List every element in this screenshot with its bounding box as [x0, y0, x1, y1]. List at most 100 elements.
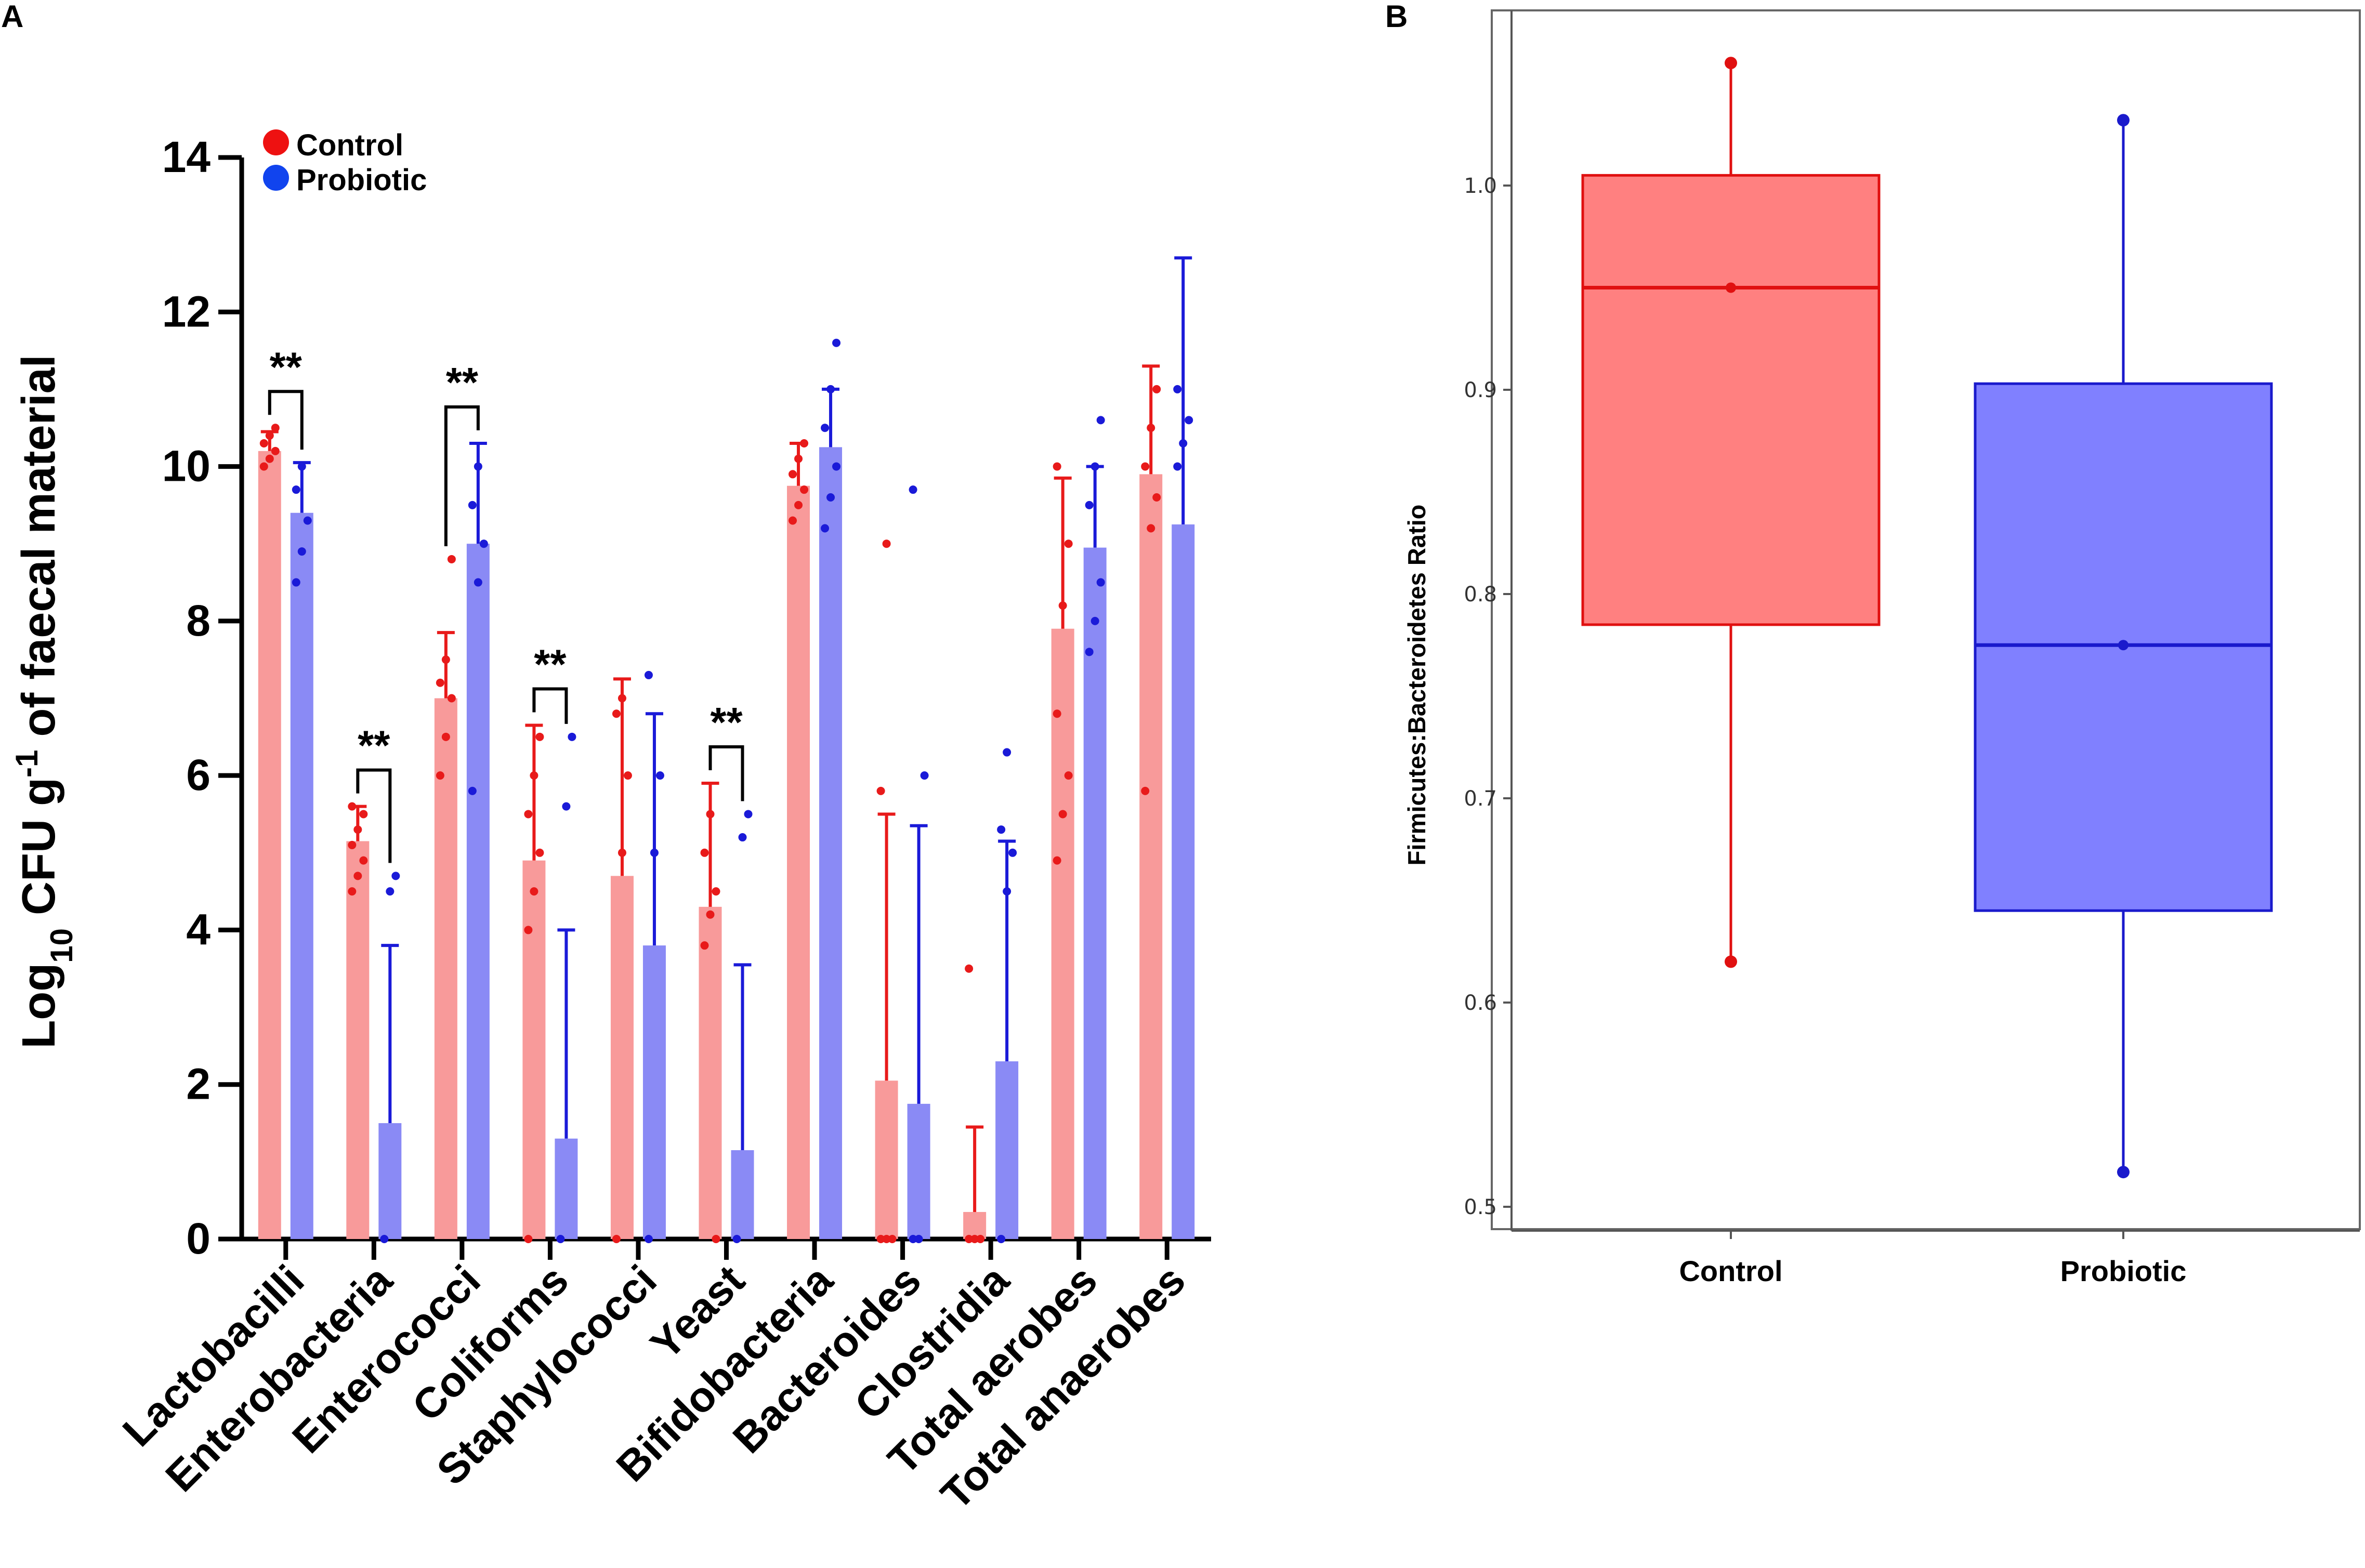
b-y-tick-label: 0.9	[1464, 378, 1497, 402]
panel-a-y-axis-label: Log10 CFU g-1 of faecal material	[9, 354, 79, 1048]
a-point-control	[965, 964, 974, 973]
a-point-probiotic	[1185, 416, 1193, 425]
b-y-tick-label: 1.0	[1464, 174, 1497, 198]
a-point-probiotic	[997, 1235, 1006, 1243]
a-point-control	[1141, 786, 1150, 795]
a-point-probiotic	[474, 578, 482, 587]
a-point-probiotic	[650, 848, 659, 857]
panel-a-legend: Control Probiotic	[263, 128, 427, 197]
a-bar-control	[610, 876, 634, 1239]
a-point-probiotic	[655, 771, 664, 780]
a-point-control	[271, 424, 280, 432]
a-point-probiotic	[474, 462, 482, 471]
a-significance-bracket	[356, 768, 392, 863]
panel-b-label: B	[1385, 0, 1408, 34]
a-point-probiotic	[568, 732, 576, 741]
a-point-control	[265, 431, 274, 440]
a-point-control	[441, 732, 450, 741]
a-point-probiotic	[997, 825, 1006, 834]
a-point-control	[789, 470, 797, 479]
a-point-probiotic	[1085, 500, 1094, 509]
a-point-control	[800, 485, 809, 494]
a-point-control	[1053, 462, 1061, 471]
a-point-control	[700, 941, 709, 950]
a-point-probiotic	[909, 485, 917, 494]
b-y-tick-label: 0.8	[1464, 583, 1497, 607]
a-point-control	[1053, 709, 1061, 718]
a-point-control	[447, 694, 456, 703]
a-point-control	[789, 516, 797, 525]
a-point-control	[535, 848, 544, 857]
a-point-probiotic	[920, 771, 929, 780]
a-point-probiotic	[1090, 616, 1099, 625]
a-bar-probiotic	[378, 1123, 402, 1239]
b-max-point-control	[1725, 57, 1737, 70]
y-label-superscript: -1	[9, 750, 44, 778]
panel-a-label: A	[1, 0, 23, 34]
a-point-probiotic	[644, 670, 653, 679]
a-point-control	[1141, 462, 1150, 471]
b-x-tick-label: Control	[1679, 1255, 1782, 1287]
a-point-probiotic	[732, 1235, 741, 1243]
a-point-control	[623, 771, 632, 780]
a-point-control	[888, 1235, 897, 1243]
a-point-control	[612, 709, 621, 718]
a-bar-control	[875, 1081, 898, 1239]
a-significance-bracket	[532, 687, 568, 724]
a-significance-marker: **	[446, 359, 479, 405]
b-min-point-probiotic	[2117, 1166, 2130, 1179]
a-point-probiotic	[556, 1235, 565, 1243]
a-point-control	[976, 1235, 985, 1243]
a-point-probiotic	[1003, 887, 1011, 896]
a-bar-control	[1051, 628, 1074, 1239]
panel-b-frame	[1491, 9, 2361, 1230]
a-point-control	[359, 810, 368, 819]
a-point-control	[706, 810, 715, 819]
a-point-control	[348, 887, 357, 896]
a-point-control	[1064, 771, 1073, 780]
b-min-point-control	[1725, 955, 1737, 968]
a-significance-marker: **	[358, 722, 390, 769]
a-y-tick-label: 0	[186, 1214, 211, 1263]
a-bar-probiotic	[731, 1150, 754, 1239]
a-bar-control	[434, 698, 457, 1239]
a-point-control	[259, 462, 268, 471]
a-point-probiotic	[1173, 385, 1182, 393]
a-point-probiotic	[562, 802, 571, 811]
a-point-control	[441, 655, 450, 664]
legend-probiotic-label: Probiotic	[296, 163, 427, 197]
a-bar-control	[522, 860, 546, 1239]
a-point-control	[530, 771, 538, 780]
a-point-control	[617, 848, 626, 857]
a-significance-marker: **	[534, 641, 567, 688]
a-bar-control	[787, 485, 810, 1239]
a-point-probiotic	[468, 786, 477, 795]
a-bar-probiotic	[907, 1103, 930, 1239]
a-significance-bracket	[708, 745, 744, 801]
a-point-probiotic	[479, 539, 488, 548]
a-bar-probiotic	[1172, 524, 1195, 1239]
a-bar-probiotic	[466, 544, 490, 1239]
a-point-probiotic	[909, 1235, 917, 1243]
a-bar-control	[346, 841, 370, 1239]
a-point-control	[447, 555, 456, 563]
b-median-point-probiotic	[2118, 640, 2128, 651]
a-point-probiotic	[1090, 462, 1099, 471]
a-point-probiotic	[1085, 648, 1094, 656]
b-y-tick-label: 0.6	[1464, 991, 1497, 1015]
a-point-probiotic	[744, 810, 753, 819]
a-y-tick-label: 8	[186, 596, 211, 645]
a-point-control	[436, 771, 444, 780]
a-point-control	[1064, 539, 1073, 548]
a-bar-probiotic	[819, 447, 843, 1240]
a-y-tick-label: 6	[186, 750, 211, 799]
legend-probiotic-swatch	[263, 165, 289, 191]
a-point-control	[348, 840, 357, 849]
a-bar-probiotic	[555, 1138, 578, 1239]
a-y-tick-label: 2	[186, 1060, 211, 1109]
a-y-tick-label: 12	[162, 287, 211, 336]
a-point-control	[794, 500, 803, 509]
b-x-tick-label: Probiotic	[2060, 1255, 2187, 1287]
a-point-control	[436, 678, 444, 687]
